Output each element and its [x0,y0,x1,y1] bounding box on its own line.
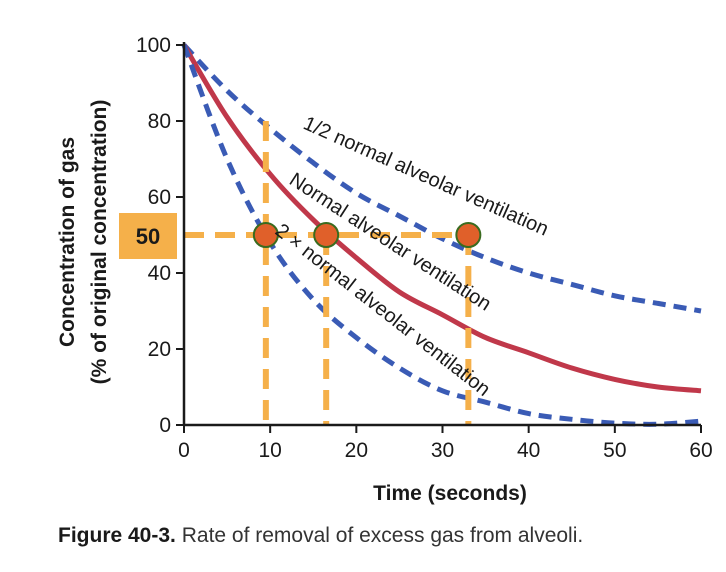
concentration-chart: 0 10 20 30 40 50 60 0 20 40 60 80 100 1/2 normal alv… [56,34,713,505]
x-tick-label: 0 [178,439,190,462]
figure-caption-text: Rate of removal of excess gas from alveo… [181,524,584,547]
x-tick-label: 30 [431,439,454,462]
x-tick-label: 20 [345,439,368,462]
reference-value-badge [119,213,177,259]
y-tick-label: 100 [136,34,171,57]
series-line-half-ventilation [182,43,702,314]
y-tick-label: 20 [148,338,171,361]
y-tick-label: 80 [148,110,171,133]
series-line-normal-ventilation [181,43,702,394]
figure-caption: Figure 40-3. Rate of removal of excess g… [58,524,583,548]
curve-label-half-ventilation: 1/2 normal alveolar ventilation [300,112,552,240]
x-tick-label: 10 [258,439,281,462]
reference-lines-layer [184,121,472,425]
x-axis-title: Time (seconds) [373,482,527,505]
x-tick-label: 40 [517,439,540,462]
intersection-marker [252,222,279,248]
intersection-marker [313,222,340,248]
series-line-double-ventilation [181,44,702,427]
y-tick-label: 40 [148,262,171,285]
figure-number: Figure 40-3. [58,524,176,547]
markers-layer [252,222,482,248]
x-tick-label: 60 [689,439,712,462]
x-tick-label: 50 [603,439,626,462]
ticks-layer: 0 10 20 30 40 50 60 0 20 40 60 80 100 [136,34,713,462]
intersection-marker [455,222,482,248]
y-axis-subtitle: (% of original concentration) [88,100,111,385]
y-tick-label: 0 [159,414,171,437]
reference-value-label: 50 [136,224,160,249]
y-axis-title: Concentration of gas [56,137,79,347]
y-tick-label: 60 [148,186,171,209]
